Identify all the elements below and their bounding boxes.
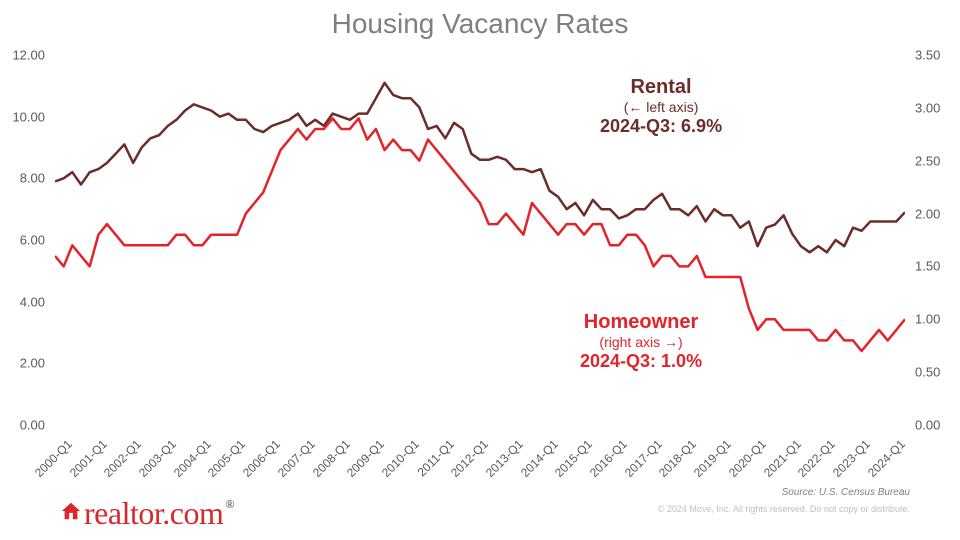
rental-line bbox=[55, 83, 905, 253]
homeowner-line bbox=[55, 118, 905, 351]
rental-axis-hint: (← left axis) bbox=[600, 99, 722, 116]
registered-mark: ® bbox=[225, 497, 234, 511]
homeowner-annotation: Homeowner (right axis →) 2024-Q3: 1.0% bbox=[580, 310, 702, 372]
homeowner-axis-hint: (right axis →) bbox=[580, 334, 702, 351]
logo-text: realtor.com bbox=[84, 495, 223, 531]
homeowner-latest-value: 2024-Q3: 1.0% bbox=[580, 351, 702, 373]
source-citation: Source: U.S. Census Bureau bbox=[782, 487, 910, 498]
rental-latest-value: 2024-Q3: 6.9% bbox=[600, 116, 722, 138]
house-icon bbox=[60, 499, 82, 529]
homeowner-series-name: Homeowner bbox=[580, 310, 702, 334]
x-axis: 2000-Q12001-Q12002-Q12003-Q12004-Q12005-… bbox=[55, 425, 905, 495]
realtor-logo: realtor.com® bbox=[60, 495, 234, 532]
rental-series-name: Rental bbox=[600, 75, 722, 99]
left-y-axis: 0.002.004.006.008.0010.0012.00 bbox=[0, 55, 50, 425]
chart-plot-area bbox=[55, 55, 905, 425]
rental-annotation: Rental (← left axis) 2024-Q3: 6.9% bbox=[600, 75, 722, 137]
right-y-axis: 0.000.501.001.502.002.503.003.50 bbox=[910, 55, 960, 425]
chart-title: Housing Vacancy Rates bbox=[0, 8, 960, 40]
copyright-notice: © 2024 Move, Inc. All rights reserved. D… bbox=[658, 504, 910, 514]
chart-container: Housing Vacancy Rates 0.002.004.006.008.… bbox=[0, 0, 960, 540]
